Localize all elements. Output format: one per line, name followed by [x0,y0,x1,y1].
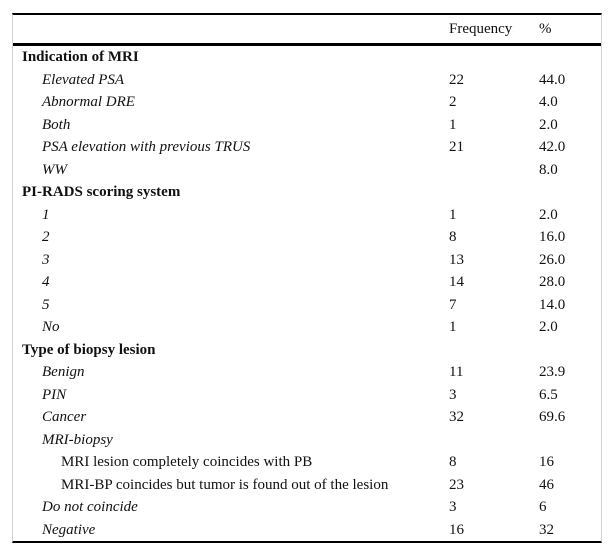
frequency-cell: 16 [449,521,464,538]
percent-cell: 26.0 [539,251,566,268]
row-label: PIN [42,386,67,403]
table-row: MRI-BP coincides but tumor is found out … [13,474,601,497]
frequency-cell: 22 [449,71,464,88]
table-row: Abnormal DRE 2 4.0 [13,91,601,114]
table-body: Indication of MRI Elevated PSA 22 44.0 A… [13,46,601,541]
row-label: Cancer [42,409,87,425]
percent-cell: 4.0 [539,94,558,110]
table-row: Do not coincide 3 6 [13,496,601,519]
percent-cell: 14.0 [539,296,566,313]
row-label: Indication of MRI [22,49,139,65]
frequency-cell: 13 [449,251,464,268]
table-row: 1 1 2.0 [13,204,601,227]
percent-cell: 44.0 [539,71,566,88]
row-label: MRI lesion completely coincides with PB [61,454,313,470]
percent-cell: 69.6 [539,409,566,425]
row-label: PSA elevation with previous TRUS [42,139,251,155]
table-row: 4 14 28.0 [13,271,601,294]
percent-cell: 16.0 [539,229,566,245]
frequency-cell: 1 [449,319,457,335]
table-row: WW 8.0 [13,159,601,182]
percent-cell: 8.0 [539,161,558,178]
frequency-cell: 1 [449,206,457,223]
percent-cell: 23.9 [539,364,566,380]
table-row: PIN 3 6.5 [13,384,601,407]
percent-cell: 2.0 [539,116,558,133]
row-label: Type of biopsy lesion [22,341,156,358]
row-label: 5 [42,296,50,313]
frequency-cell: 21 [449,139,464,155]
percent-cell: 46 [539,476,554,493]
table-row: No 1 2.0 [13,316,601,339]
percent-cell: 6.5 [539,386,558,403]
table-row: Negative 16 32 [13,519,601,542]
table-row: Type of biopsy lesion [13,339,601,362]
frequency-cell: 8 [449,229,457,245]
row-label: MRI-biopsy [42,431,113,448]
percent-cell: 32 [539,521,554,538]
row-label: 3 [42,251,50,268]
frequency-cell: 8 [449,454,457,470]
table-row: Elevated PSA 22 44.0 [13,69,601,92]
row-label: Both [42,116,71,133]
row-label: No [42,319,60,335]
table-row: Benign 11 23.9 [13,361,601,384]
column-header-percent: % [539,20,552,37]
column-header-frequency: Frequency [449,20,513,37]
table-row: Cancer 32 69.6 [13,406,601,429]
row-label: Negative [42,521,96,538]
percent-cell: 2.0 [539,319,558,335]
row-label: MRI-BP coincides but tumor is found out … [61,476,389,493]
table-row: 2 8 16.0 [13,226,601,249]
percent-cell: 2.0 [539,206,558,223]
row-label: 4 [42,274,50,290]
table-row: Both 1 2.0 [13,114,601,137]
table-row: PSA elevation with previous TRUS 21 42.0 [13,136,601,159]
table-row: PI-RADS scoring system [13,181,601,204]
frequency-cell: 7 [449,296,457,313]
table-row: 3 13 26.0 [13,249,601,272]
row-label: WW [42,161,67,178]
percent-cell: 16 [539,454,554,470]
row-label: Do not coincide [42,499,138,515]
frequency-cell: 1 [449,116,457,133]
frequency-cell: 32 [449,409,464,425]
row-label: Benign [42,364,85,380]
frequency-cell: 2 [449,94,457,110]
percent-cell: 28.0 [539,274,566,290]
row-label: 1 [42,206,50,223]
row-label: Elevated PSA [42,71,125,88]
frequency-cell: 3 [449,386,457,403]
frequency-cell: 23 [449,476,464,493]
frequency-cell: 14 [449,274,464,290]
paper-table: Frequency % Indication of MRI Elevated P… [12,13,602,543]
table-row: 5 7 14.0 [13,294,601,317]
percent-cell: 6 [539,499,547,515]
frequency-cell: 3 [449,499,457,515]
row-label: 2 [42,229,50,245]
row-label: Abnormal DRE [42,94,135,110]
table-header-row: Frequency % [13,15,601,46]
row-label: PI-RADS scoring system [22,184,181,200]
table-row: Indication of MRI [13,46,601,69]
table-row: MRI lesion completely coincides with PB … [13,451,601,474]
frequency-cell: 11 [449,364,464,380]
percent-cell: 42.0 [539,139,566,155]
table-row: MRI-biopsy [13,429,601,452]
